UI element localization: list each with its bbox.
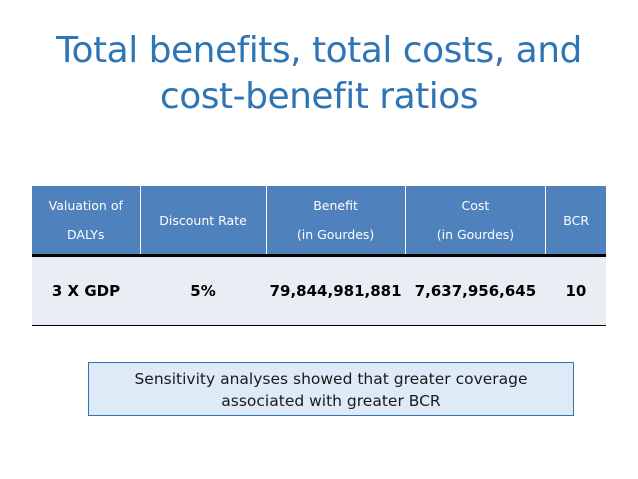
table-header-row: Valuation of DALYs Discount Rate Benefit… xyxy=(32,186,606,256)
note-line-2: associated with greater BCR xyxy=(221,392,441,410)
cell-bcr: 10 xyxy=(545,254,606,326)
sensitivity-note-box: Sensitivity analyses showed that greater… xyxy=(88,362,574,416)
header-benefit: Benefit (in Gourdes) xyxy=(265,186,406,256)
note-line-1: Sensitivity analyses showed that greater… xyxy=(134,370,528,388)
header-cost: Cost (in Gourdes) xyxy=(404,186,546,256)
slide-title: Total benefits, total costs, and cost-be… xyxy=(40,28,598,120)
cell-discount-rate: 5% xyxy=(140,254,267,326)
cell-cost: 7,637,956,645 xyxy=(405,254,546,326)
table-row: 3 X GDP 5% 79,844,981,881 7,637,956,645 … xyxy=(32,254,606,326)
cell-benefit: 79,844,981,881 xyxy=(266,254,406,326)
header-bcr: BCR xyxy=(545,186,606,256)
results-table: Valuation of DALYs Discount Rate Benefit… xyxy=(32,186,606,326)
slide-title-line-1: Total benefits, total costs, and xyxy=(56,30,582,71)
header-discount-rate: Discount Rate xyxy=(139,186,267,256)
cell-valuation: 3 X GDP xyxy=(32,254,140,326)
header-valuation-of-dalys: Valuation of DALYs xyxy=(32,186,140,256)
slide-title-line-2: cost-benefit ratios xyxy=(159,76,479,117)
